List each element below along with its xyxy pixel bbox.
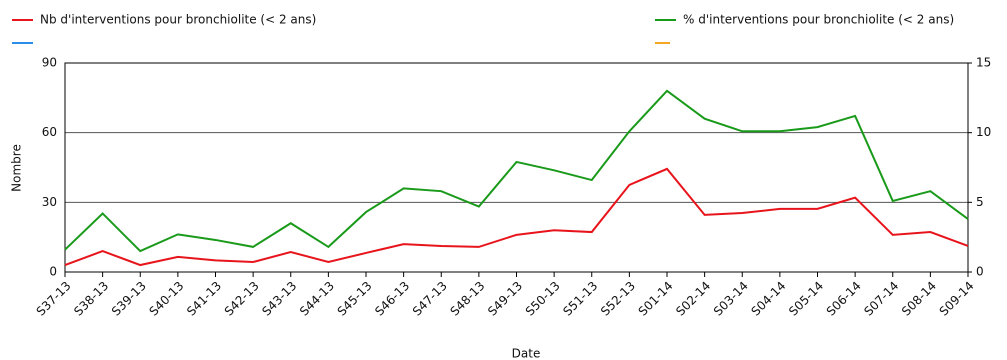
x-tick-label: S51-13 — [560, 279, 600, 319]
x-tick-label: S40-13 — [147, 279, 187, 319]
x-tick-label: S01-14 — [636, 279, 676, 319]
y2-tick-label: 0 — [976, 265, 984, 279]
y2-tick-label: 5 — [976, 195, 984, 209]
x-tick-label: S05-14 — [786, 279, 826, 319]
x-tick-label: S41-13 — [184, 279, 224, 319]
y-tick-label: 90 — [42, 56, 57, 70]
x-tick-label: S04-14 — [749, 279, 789, 319]
x-tick-label: S42-13 — [222, 279, 262, 319]
x-tick-label: S06-14 — [824, 279, 864, 319]
y-tick-label: 0 — [49, 265, 57, 279]
legend-label: % d'interventions pour bronchiolite (< 2… — [683, 13, 954, 27]
x-tick-label: S43-13 — [259, 279, 299, 319]
x-tick-label: S08-14 — [899, 279, 939, 319]
x-tick-label: S03-14 — [711, 279, 751, 319]
x-tick-label: S44-13 — [297, 279, 337, 319]
x-tick-label: S49-13 — [485, 279, 525, 319]
x-tick-label: S38-13 — [71, 279, 111, 319]
y-tick-label: 30 — [42, 195, 57, 209]
x-tick-label: S37-13 — [34, 279, 74, 319]
x-tick-label: S47-13 — [410, 279, 450, 319]
y2-tick-label: 10 — [976, 125, 991, 139]
legend-label: Nb d'interventions pour bronchiolite (< … — [40, 13, 316, 27]
plot-frame — [64, 62, 969, 273]
series-line — [64, 167, 969, 267]
x-tick-label: S45-13 — [335, 279, 375, 319]
x-tick-label: S07-14 — [861, 279, 901, 319]
x-tick-label: S02-14 — [673, 279, 713, 319]
y-axis-label: Nombre — [10, 144, 24, 192]
x-tick-label: S09-14 — [937, 279, 977, 319]
x-tick-label: S52-13 — [598, 279, 638, 319]
x-tick-label: S50-13 — [523, 279, 563, 319]
y2-tick-label: 15 — [976, 56, 991, 70]
y-tick-label: 60 — [42, 125, 57, 139]
series-line — [64, 89, 969, 253]
x-axis-label: Date — [512, 347, 541, 360]
x-tick-label: S48-13 — [448, 279, 488, 319]
x-tick-label: S46-13 — [372, 279, 412, 319]
x-tick-label: S39-13 — [109, 279, 149, 319]
